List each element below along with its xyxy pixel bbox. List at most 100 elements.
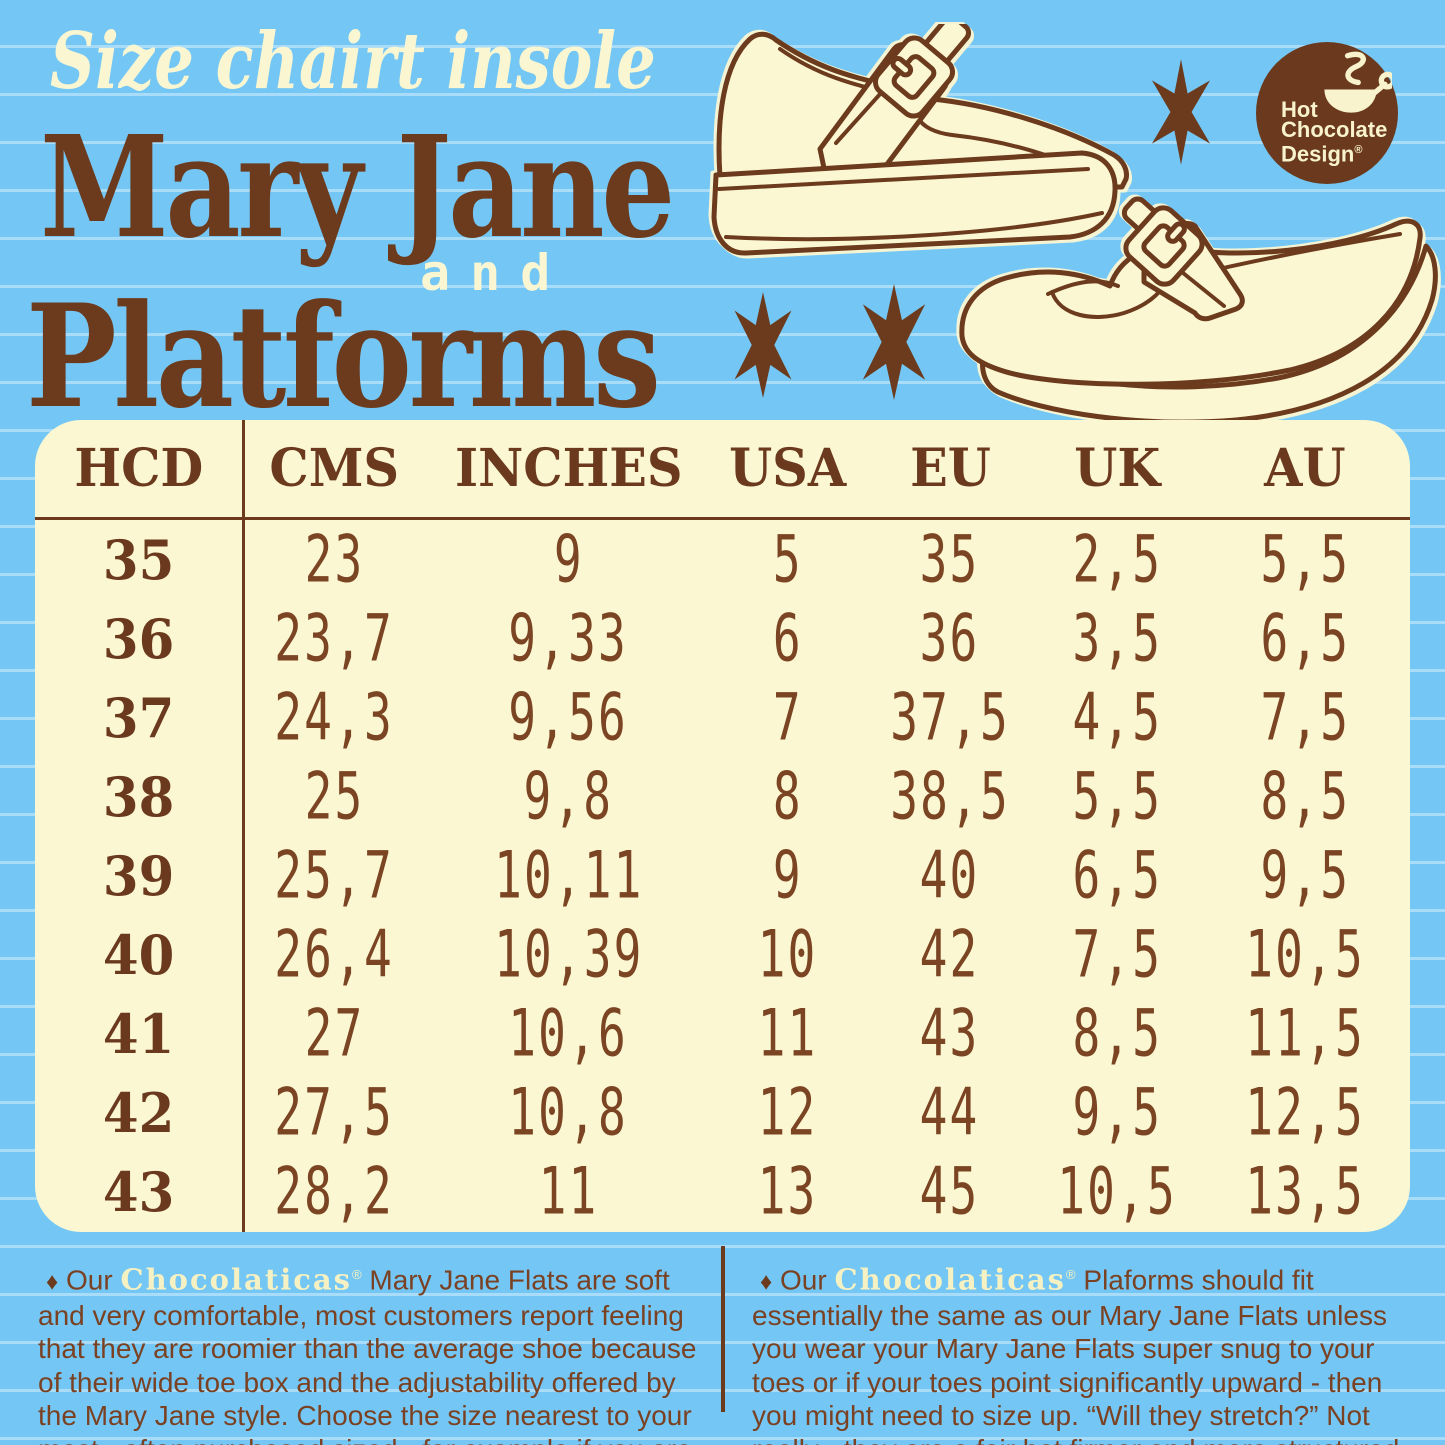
column-header-cms: CMS (269, 438, 400, 499)
table-row: 42 27,5 10,8 12 44 9,5 12,5 (35, 1074, 1410, 1153)
cell-uk: 6,5 (1072, 838, 1163, 914)
cell-cms: 25 (304, 759, 365, 835)
cell-inches: 9,56 (508, 680, 629, 756)
column-header-au: AU (1264, 438, 1346, 499)
cell-eu: 45 (920, 1154, 980, 1231)
page-subtitle-text: Size chairt insole (50, 16, 656, 107)
page-title-platforms-text: Platforms (26, 274, 661, 440)
star-icon (726, 292, 800, 398)
registered-mark: ® (1066, 1267, 1076, 1282)
registered-mark: ® (352, 1267, 362, 1282)
page-title-platforms: Platforms (26, 286, 769, 428)
cell-inches: 10,6 (508, 996, 629, 1072)
cell-uk: 2,5 (1072, 521, 1163, 598)
cell-hcd: 36 (102, 606, 175, 671)
cell-au: 7,5 (1260, 680, 1350, 756)
cell-usa: 5 (772, 521, 803, 598)
table-row: 38 25 9,8 8 38,5 5,5 8,5 (35, 757, 1410, 836)
cell-inches: 9,8 (523, 759, 614, 835)
table-column-divider (242, 420, 245, 1232)
footnote-paragraph: ♦ Our Chocolaticas® Mary Jane Flats are … (38, 1258, 710, 1445)
cell-au: 5,5 (1260, 521, 1350, 598)
cell-au: 11,5 (1245, 996, 1365, 1072)
footnote-body: Plaforms should fit essentially the same… (752, 1264, 1399, 1445)
footnote-lead: Our (780, 1264, 827, 1296)
cell-eu: 38,5 (890, 759, 1010, 835)
brand-logo-line2: Chocolate (1281, 117, 1388, 142)
footnote-paragraph: ♦ Our Chocolaticas® Plaforms should fit … (752, 1258, 1428, 1445)
cell-cms: 25,7 (274, 838, 395, 914)
cell-au: 12,5 (1245, 1075, 1365, 1152)
cell-eu: 43 (920, 996, 980, 1072)
cell-cms: 23,7 (274, 600, 395, 677)
column-header-usa: USA (728, 438, 847, 499)
column-header-eu: EU (909, 438, 991, 499)
cell-usa: 9 (772, 838, 803, 914)
diamond-bullet-icon: ♦ (46, 1268, 59, 1296)
page-title-mary-jane-text: Mary Jane (40, 106, 675, 270)
cell-inches: 10,39 (493, 917, 644, 993)
cell-eu: 44 (920, 1075, 980, 1152)
table-row: 37 24,3 9,56 7 37,5 4,5 7,5 (35, 678, 1410, 757)
table-row: 40 26,4 10,39 10 42 7,5 10,5 (35, 916, 1410, 995)
cell-au: 8,5 (1260, 759, 1350, 835)
brand-logo-line1: Hot (1281, 97, 1318, 122)
cell-hcd: 43 (102, 1160, 175, 1225)
table-row: 36 23,7 9,33 6 36 3,5 6,5 (35, 599, 1410, 678)
cell-au: 6,5 (1260, 600, 1350, 677)
footnote-mary-jane-flats: ♦ Our Chocolaticas® Mary Jane Flats are … (38, 1258, 710, 1445)
cell-cms: 27,5 (274, 1075, 395, 1152)
brand-logo-text: Hot Chocolate Design® (1281, 97, 1388, 167)
cell-usa: 10 (757, 917, 818, 993)
cell-inches: 10,8 (508, 1075, 629, 1152)
table-body: 35 23 9 5 35 2,5 5,5 36 23,7 9,33 6 36 3… (35, 520, 1410, 1232)
cell-uk: 8,5 (1072, 996, 1163, 1072)
title-connector: and (420, 244, 571, 302)
brand-logo-line3: Design® (1281, 141, 1363, 167)
size-table-panel: HCD CMS INCHES USA EU UK AU 35 23 9 5 35… (35, 420, 1410, 1232)
cell-uk: 5,5 (1072, 759, 1163, 835)
footnote-platforms: ♦ Our Chocolaticas® Plaforms should fit … (752, 1258, 1428, 1445)
cell-usa: 6 (772, 600, 803, 677)
cell-hcd: 35 (102, 527, 175, 592)
cell-hcd: 41 (102, 1002, 175, 1067)
cell-uk: 10,5 (1057, 1154, 1178, 1231)
cell-eu: 40 (920, 838, 980, 914)
cell-inches: 11 (538, 1154, 599, 1231)
cell-usa: 12 (757, 1075, 818, 1152)
cell-cms: 24,3 (274, 680, 395, 756)
cell-usa: 7 (772, 680, 803, 756)
cell-cms: 27 (304, 996, 365, 1072)
cell-hcd: 39 (102, 843, 175, 908)
table-row: 41 27 10,6 11 43 8,5 11,5 (35, 995, 1410, 1074)
cell-uk: 4,5 (1072, 680, 1163, 756)
flat-shoe-illustration (948, 194, 1445, 439)
cell-inches: 10,11 (493, 838, 644, 914)
cell-au: 9,5 (1260, 838, 1350, 914)
page-title-mary-jane: Mary Jane (40, 118, 801, 258)
table-header-divider (35, 517, 1410, 520)
footnote-divider (721, 1246, 725, 1412)
cell-uk: 9,5 (1072, 1075, 1163, 1152)
column-header-inches: INCHES (454, 438, 683, 499)
cell-usa: 11 (757, 996, 818, 1072)
table-row: 39 25,7 10,11 9 40 6,5 9,5 (35, 836, 1410, 915)
cell-hcd: 42 (102, 1081, 175, 1146)
cell-usa: 8 (772, 759, 803, 835)
cell-hcd: 38 (102, 764, 175, 829)
cell-cms: 23 (304, 521, 365, 598)
page-subtitle-script: Size chairt insole (50, 16, 807, 107)
cell-eu: 42 (920, 917, 980, 993)
column-header-uk: UK (1074, 438, 1161, 499)
cell-cms: 26,4 (274, 917, 395, 993)
platform-shoe-illustration (692, 24, 1142, 264)
cell-eu: 35 (920, 521, 980, 598)
table-header-row: HCD CMS INCHES USA EU UK AU (35, 420, 1410, 517)
cell-au: 13,5 (1245, 1154, 1365, 1231)
cell-eu: 37,5 (890, 680, 1010, 756)
brand-logo: Hot Chocolate Design® (1256, 42, 1398, 184)
cup-icon (1324, 51, 1392, 113)
registered-mark: ® (1354, 144, 1363, 156)
footnote-body: Mary Jane Flats are soft and very comfor… (38, 1264, 697, 1445)
